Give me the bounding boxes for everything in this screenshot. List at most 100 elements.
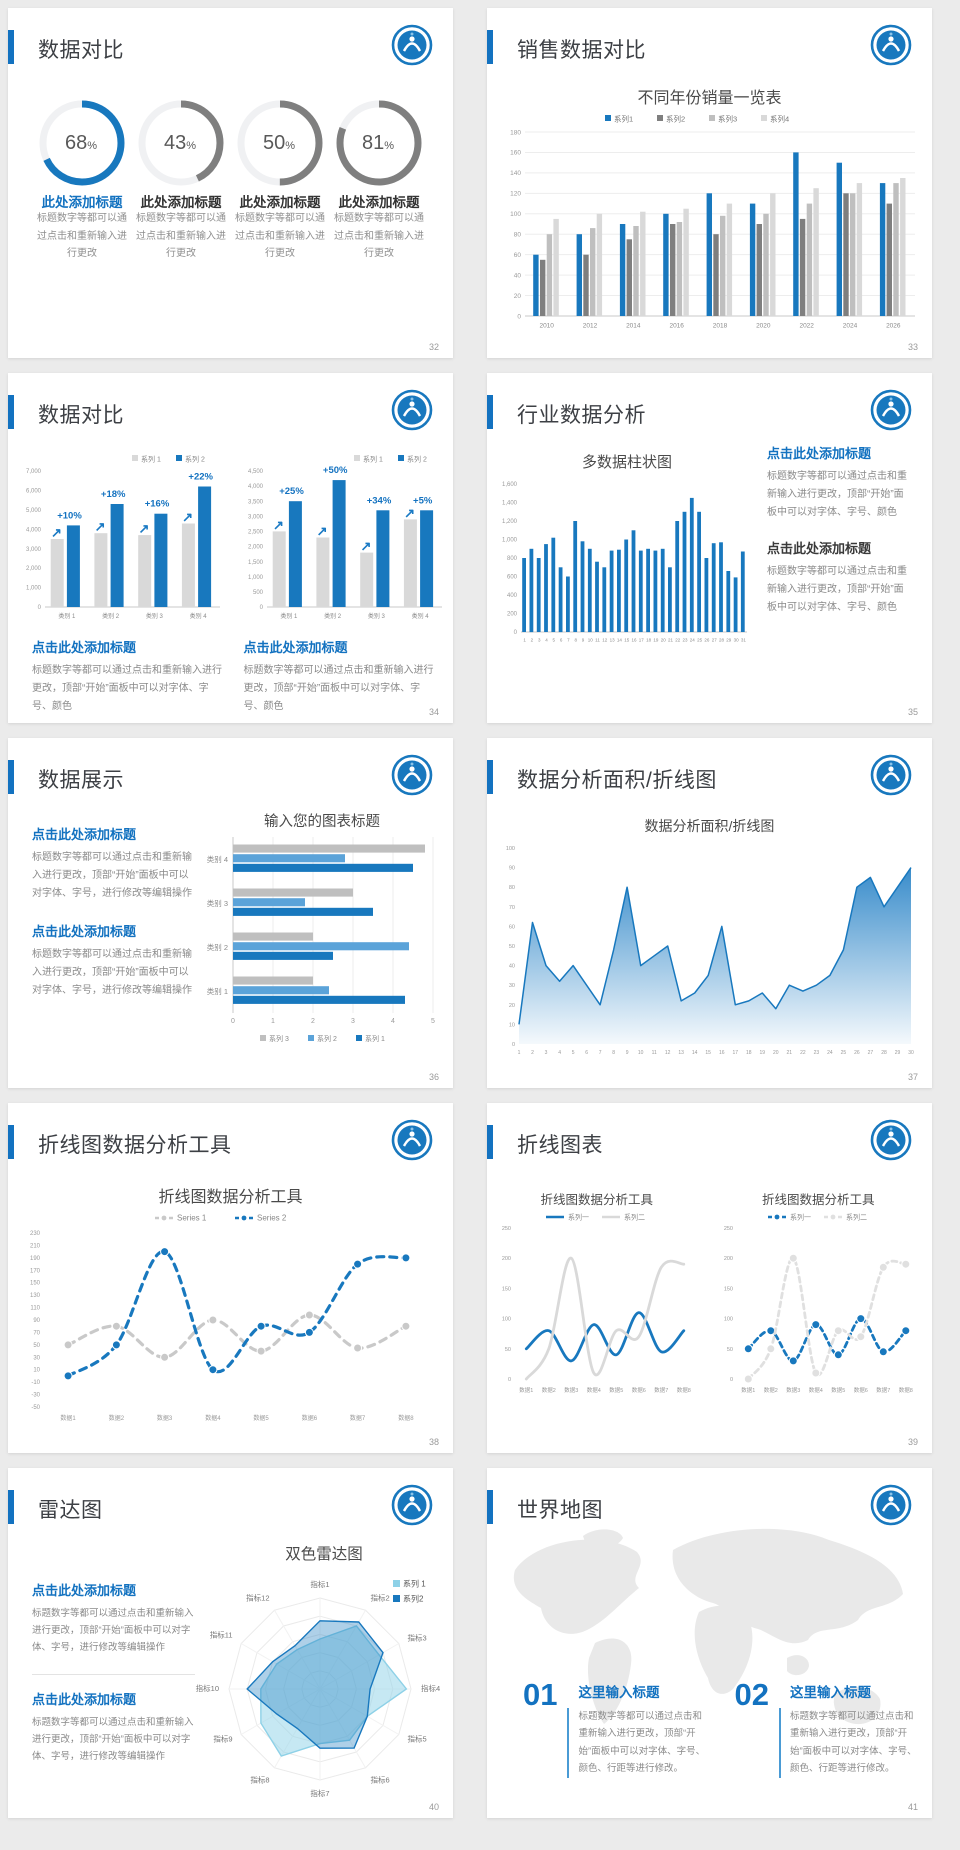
- page-number: 40: [428, 1802, 439, 1812]
- svg-text:50: 50: [726, 1347, 732, 1353]
- accent-bar: [487, 30, 493, 64]
- svg-text:系列4: 系列4: [770, 114, 789, 124]
- svg-text:10: 10: [33, 1368, 40, 1374]
- donut-item: 68% 此处添加标题 标题数字等都可以通过点击和重新输入进行更改: [34, 96, 130, 263]
- chart-title: 多数据柱状图: [581, 454, 672, 471]
- svg-text:指标5: 指标5: [408, 1734, 427, 1744]
- block-title: 点击此处添加标题: [767, 541, 872, 556]
- block-desc: 标题数字等都可以通过点击和重新输入进行更改，顶部“开始”面板中可以对字体、字号，…: [32, 949, 192, 996]
- svg-text:22: 22: [800, 1050, 806, 1056]
- svg-text:100: 100: [502, 1317, 511, 1323]
- svg-text:11: 11: [652, 1050, 657, 1056]
- svg-text:90: 90: [33, 1318, 40, 1324]
- slide-title: 折线图数据分析工具: [38, 1134, 232, 1157]
- svg-text:130: 130: [30, 1293, 41, 1299]
- svg-text:6: 6: [560, 638, 563, 643]
- svg-text:类别 3: 类别 3: [368, 612, 386, 620]
- slide-card-37[interactable]: 数据分析面积/折线图 数据分析面积/折线图 0 10 20 30 40 50 60 70 80 9…: [487, 738, 932, 1088]
- svg-text:类别 1: 类别 1: [58, 612, 76, 620]
- svg-text:3,000: 3,000: [26, 547, 42, 553]
- svg-text:+5%: +5%: [413, 495, 433, 506]
- svg-text:↗: ↗: [360, 539, 371, 554]
- svg-text:+34%: +34%: [367, 495, 392, 506]
- school-badge-icon: [870, 1119, 912, 1161]
- slide-card-40[interactable]: 雷达图 点击此处添加标题 标题数字等都可以通过点击和重新输入进行更改，顶部“开始…: [8, 1468, 453, 1818]
- slide-title: 雷达图: [38, 1499, 103, 1522]
- svg-text:2,000: 2,000: [248, 545, 264, 551]
- svg-text:20: 20: [773, 1050, 779, 1056]
- svg-text:26: 26: [854, 1050, 860, 1056]
- svg-text:140: 140: [510, 170, 521, 177]
- svg-text:7,000: 7,000: [26, 469, 42, 475]
- svg-text:70: 70: [33, 1330, 40, 1336]
- svg-text:12: 12: [665, 1050, 671, 1056]
- svg-text:10: 10: [588, 638, 594, 643]
- svg-text:210: 210: [30, 1243, 41, 1249]
- svg-text:4,000: 4,000: [248, 484, 264, 490]
- donut-ring: 81%: [336, 100, 422, 186]
- slide-card-38[interactable]: 折线图数据分析工具 折线图数据分析工具 -50 -30 -10 10 30 50 70 90 1…: [8, 1103, 453, 1453]
- chart-title: 双色雷达图: [285, 1546, 363, 1563]
- accent-bar: [8, 760, 14, 794]
- svg-text:50: 50: [33, 1343, 40, 1349]
- svg-text:27: 27: [868, 1050, 874, 1056]
- svg-text:7: 7: [599, 1050, 602, 1056]
- divider: [32, 1674, 195, 1676]
- svg-text:3: 3: [545, 1050, 548, 1056]
- svg-text:8: 8: [612, 1050, 615, 1056]
- svg-text:40: 40: [509, 964, 515, 970]
- svg-text:30: 30: [908, 1050, 914, 1056]
- svg-text:31: 31: [741, 638, 747, 643]
- slide-card-39[interactable]: 折线图表 折线图数据分析工具 0 50 100 150 200 250 数据1 数据2 数据3 数…: [487, 1103, 932, 1453]
- svg-text:200: 200: [723, 1256, 732, 1262]
- svg-text:6,000: 6,000: [26, 489, 42, 495]
- svg-text:23: 23: [682, 638, 688, 643]
- svg-text:30: 30: [509, 983, 515, 989]
- block-title: 点击此处添加标题: [32, 640, 137, 655]
- svg-text:20: 20: [509, 1003, 515, 1009]
- slide-card-35[interactable]: 行业数据分析 多数据柱状图 0 200 400 600 800 1,000 1,200 1,4…: [487, 373, 932, 723]
- svg-text:系列二: 系列二: [624, 1213, 645, 1222]
- school-badge-icon: [391, 24, 433, 66]
- svg-text:数据4: 数据4: [205, 1414, 221, 1422]
- svg-text:4: 4: [545, 638, 548, 643]
- svg-text:数据3: 数据3: [157, 1414, 173, 1422]
- block-desc: 标题数字等都可以通过点击和重新输入进行更改，顶部“开始”面板中可以对字体、字号，…: [32, 1717, 194, 1763]
- slide-card-41[interactable]: 世界地图 01 这里输入标题: [487, 1468, 932, 1818]
- svg-text:160: 160: [510, 150, 521, 157]
- svg-text:15: 15: [705, 1050, 711, 1056]
- svg-text:2: 2: [531, 1050, 534, 1056]
- svg-text:50%: 50%: [263, 132, 295, 154]
- svg-text:-50: -50: [31, 1405, 40, 1411]
- svg-text:类别 4: 类别 4: [412, 612, 430, 620]
- slide-card-33[interactable]: 销售数据对比 不同年份销量一览表 0 20 40 60 80 100 120 140 160 18…: [487, 8, 932, 358]
- svg-text:150: 150: [723, 1286, 732, 1292]
- svg-text:数据6: 数据6: [853, 1386, 867, 1394]
- accent-bar: [487, 1490, 493, 1524]
- svg-text:22: 22: [675, 638, 681, 643]
- svg-text:2: 2: [531, 638, 534, 643]
- svg-text:系列3: 系列3: [718, 114, 737, 124]
- svg-text:1,400: 1,400: [502, 501, 518, 507]
- svg-text:7: 7: [567, 638, 570, 643]
- chart-title: 折线图数据分析工具: [761, 1193, 875, 1207]
- svg-text:25: 25: [697, 638, 703, 643]
- svg-text:90: 90: [509, 866, 515, 872]
- chart-title: 折线图数据分析工具: [158, 1189, 303, 1206]
- slide-card-32[interactable]: 数据对比 68% 此处添加标题 标题数字等都可以通过点击和重新输入进行更改 43…: [8, 8, 453, 358]
- hbar-chart: 0 1 2 3 4 5 类别 4 类别 3 类别 2 类别 1 系列 3 系列 2 系列 1: [197, 833, 447, 1043]
- page-number: 36: [428, 1072, 439, 1082]
- svg-text:8: 8: [574, 638, 577, 643]
- slide-card-36[interactable]: 数据展示 点击此处添加标题 标题数字等都可以通过点击和重新输入进行更改，顶部“开…: [8, 738, 453, 1088]
- svg-text:2016: 2016: [669, 323, 684, 330]
- donut-item: 50% 此处添加标题 标题数字等都可以通过点击和重新输入进行更改: [232, 96, 328, 263]
- svg-text:40: 40: [514, 272, 522, 279]
- slide-card-34[interactable]: 数据对比 0 1,000 2,000 3,000 4,000 5,000 6,000 7,00…: [8, 373, 453, 723]
- svg-text:系列2: 系列2: [666, 114, 685, 124]
- block-title: 点击此处添加标题: [32, 1583, 137, 1598]
- donut-desc: 标题数字等都可以通过点击和重新输入进行更改: [136, 213, 226, 259]
- numbered-item: 01 这里输入标题 标题数字等都可以通过点击和重新输入进行更改，顶部“开始”面板…: [523, 1679, 707, 1778]
- svg-text:400: 400: [507, 593, 518, 599]
- block-desc: 标题数字等都可以通过点击和重新输入进行更改，顶部“开始”面板中可以对字体、字号、…: [767, 566, 907, 613]
